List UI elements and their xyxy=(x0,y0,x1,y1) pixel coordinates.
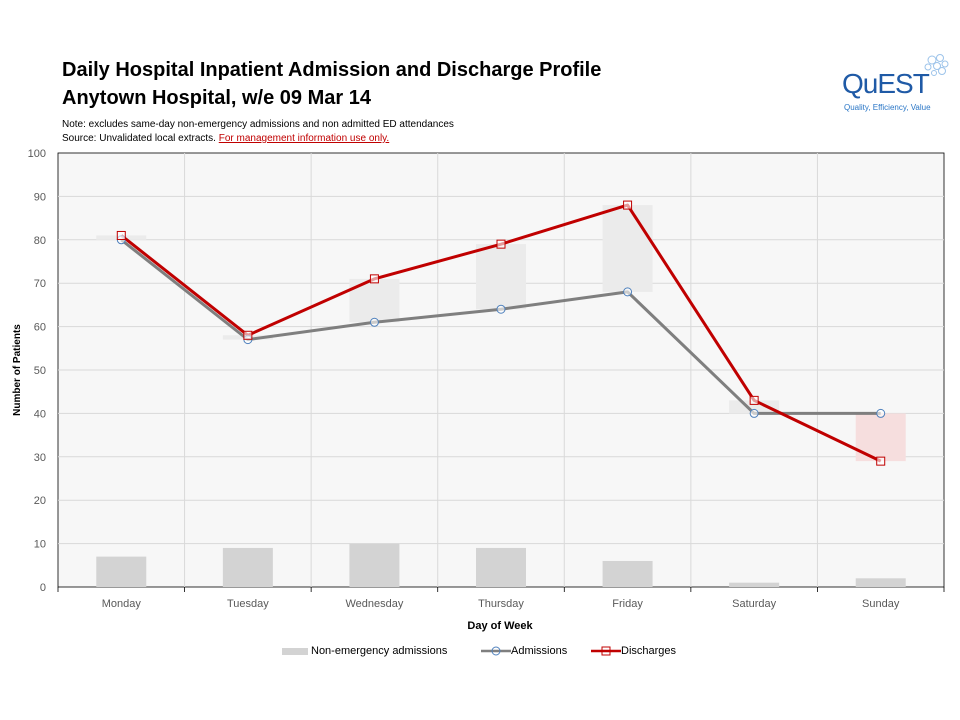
net-change-bar xyxy=(729,400,780,414)
discharges-point xyxy=(876,456,886,466)
x-tick-label: Saturday xyxy=(732,598,777,610)
legend-swatch-circle-icon xyxy=(481,646,511,656)
quest-logo: QuEST Quality, Efficiency, Value xyxy=(840,52,955,116)
legend-label: Discharges xyxy=(621,645,677,657)
legend-swatch-square-icon xyxy=(591,646,621,656)
admissions-point xyxy=(876,408,886,418)
y-tick-label: 90 xyxy=(34,191,46,203)
y-tick-label: 20 xyxy=(34,495,46,507)
legend-item-discharges: Discharges xyxy=(591,645,676,657)
discharges-point xyxy=(369,274,379,284)
admissions-point xyxy=(623,287,633,297)
series-markers xyxy=(116,200,886,466)
y-tick-label: 80 xyxy=(34,235,46,247)
bubbles-icon xyxy=(924,54,949,76)
chart-source: Source: Unvalidated local extracts. For … xyxy=(62,132,389,146)
x-tick-label: Friday xyxy=(612,598,643,610)
net-change-bar xyxy=(476,244,526,310)
x-tick-label: Sunday xyxy=(862,598,900,610)
non-emergency-bar xyxy=(729,582,780,587)
x-tick-label: Tuesday xyxy=(227,598,269,610)
non-emergency-bar xyxy=(855,578,906,587)
y-axis-ticks: 0 10 20 30 40 50 60 70 80 90 100 xyxy=(28,148,46,594)
legend-label: Non-emergency admissions xyxy=(311,645,448,657)
admissions-point xyxy=(369,317,379,327)
y-tick-label: 10 xyxy=(34,539,46,551)
discharges-point xyxy=(243,330,253,340)
admissions-point xyxy=(496,304,506,314)
net-change-bar xyxy=(602,205,653,292)
non-emergency-bar xyxy=(602,560,653,587)
y-tick-label: 50 xyxy=(34,365,46,377)
legend-item-non-emergency: Non-emergency admissions xyxy=(282,645,447,657)
x-axis-label: Day of Week xyxy=(467,620,533,632)
x-tick-label: Monday xyxy=(102,598,142,610)
logo-tagline: Quality, Efficiency, Value xyxy=(844,103,931,112)
non-emergency-bar xyxy=(222,547,273,587)
discharges-point xyxy=(116,230,126,240)
legend-item-admissions: Admissions xyxy=(481,645,567,657)
y-tick-label: 30 xyxy=(34,452,46,464)
discharges-point xyxy=(749,395,759,405)
net-change-bars xyxy=(96,205,906,462)
chart-title: Daily Hospital Inpatient Admission and D… xyxy=(62,59,602,81)
discharges-point xyxy=(496,239,506,249)
legend-label: Admissions xyxy=(511,645,568,657)
non-emergency-bar xyxy=(349,543,400,587)
source-text: Source: Unvalidated local extracts. xyxy=(62,133,219,144)
non-emergency-bars xyxy=(96,543,906,587)
source-warning: For management information use only. xyxy=(218,133,390,144)
non-emergency-bar xyxy=(476,547,526,587)
y-tick-label: 70 xyxy=(34,278,46,290)
y-tick-label: 60 xyxy=(34,322,46,334)
y-tick-label: 40 xyxy=(34,408,46,420)
discharges-point xyxy=(623,200,633,210)
chart-subtitle: Anytown Hospital, w/e 09 Mar 14 xyxy=(62,87,371,109)
y-tick-label: 0 xyxy=(40,582,46,594)
legend-swatch-bar xyxy=(282,647,308,655)
non-emergency-bar xyxy=(96,556,147,587)
x-axis-ticks: Monday Tuesday Wednesday Thursday Friday Satu… xyxy=(57,587,945,610)
x-tick-label: Thursday xyxy=(478,598,524,610)
y-axis-label: Number of Patients xyxy=(12,324,23,416)
chart-note: Note: excludes same-day non-emergency ad… xyxy=(62,119,454,130)
x-tick-label: Wednesday xyxy=(345,598,403,610)
logo-wordmark: QuEST xyxy=(842,68,930,99)
admissions-point xyxy=(749,408,759,418)
y-tick-label: 100 xyxy=(28,148,46,160)
